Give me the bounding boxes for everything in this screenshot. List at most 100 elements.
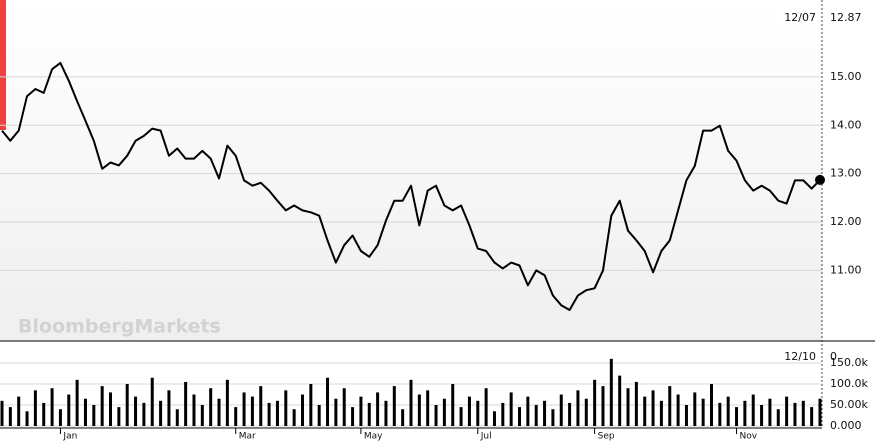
volume-bar bbox=[367, 402, 371, 426]
volume-bar bbox=[659, 400, 663, 426]
volume-date: 12/10 bbox=[784, 350, 816, 363]
volume-bar bbox=[209, 388, 213, 426]
volume-bar bbox=[768, 398, 772, 426]
volume-bar bbox=[17, 396, 21, 426]
volume-bar bbox=[67, 394, 71, 426]
volume-bar bbox=[175, 409, 179, 426]
volume-bar bbox=[651, 390, 655, 426]
volume-bar bbox=[751, 394, 755, 426]
x-tick-label: Jul bbox=[480, 432, 492, 442]
volume-bar bbox=[509, 392, 513, 426]
volume-bar bbox=[593, 379, 597, 426]
volume-bar bbox=[317, 405, 321, 426]
volume-bar bbox=[401, 409, 405, 426]
volume-bar bbox=[801, 400, 805, 426]
volume-bar bbox=[275, 400, 279, 426]
volume-bar bbox=[551, 409, 555, 426]
volume-last-label: 0 bbox=[830, 350, 837, 363]
volume-bar bbox=[676, 394, 680, 426]
last-price: 12.87 bbox=[830, 11, 862, 24]
price-panel bbox=[0, 0, 822, 341]
volume-bar bbox=[200, 405, 204, 426]
volume-bar bbox=[626, 388, 630, 426]
volume-bar bbox=[250, 396, 254, 426]
volume-bar bbox=[701, 398, 705, 426]
y-tick-label: 15.00 bbox=[830, 70, 862, 83]
volume-bar bbox=[668, 386, 672, 426]
y-tick-label: 0.000 bbox=[830, 419, 862, 432]
x-tick-label: Jan bbox=[62, 432, 77, 442]
volume-bar bbox=[376, 392, 380, 426]
volume-bar bbox=[534, 405, 538, 426]
volume-bar bbox=[109, 392, 113, 426]
volume-bar bbox=[543, 400, 547, 426]
volume-bar bbox=[392, 386, 396, 426]
volume-bar bbox=[217, 398, 221, 426]
date-box bbox=[778, 9, 820, 26]
x-tick-label: Mar bbox=[239, 432, 256, 442]
volume-bar bbox=[634, 381, 638, 426]
volume-bar bbox=[342, 388, 346, 426]
volume-bar bbox=[459, 407, 463, 426]
volume-bar bbox=[92, 405, 96, 426]
volume-bar bbox=[192, 394, 196, 426]
last-date: 12/07 bbox=[784, 11, 816, 24]
volume-bar bbox=[793, 402, 797, 426]
volume-bar bbox=[150, 377, 154, 426]
volume-bar bbox=[618, 375, 622, 426]
y-tick-label: 12.00 bbox=[830, 215, 862, 228]
volume-bar bbox=[609, 358, 613, 426]
volume-bar bbox=[300, 394, 304, 426]
volume-bar bbox=[309, 384, 313, 426]
volume-bar bbox=[501, 402, 505, 426]
volume-bar bbox=[726, 396, 730, 426]
volume-bar bbox=[601, 386, 605, 426]
volume-bar bbox=[100, 386, 104, 426]
marker-bar bbox=[0, 0, 6, 130]
volume-bar bbox=[259, 386, 263, 426]
volume-bar bbox=[384, 400, 388, 426]
volume-bar bbox=[292, 409, 296, 426]
volume-bar bbox=[810, 407, 814, 426]
volume-bar bbox=[25, 411, 29, 426]
y-tick-label: 150.0k bbox=[830, 356, 868, 369]
volume-bar bbox=[134, 396, 138, 426]
volume-bar bbox=[359, 396, 363, 426]
y-tick-label: 50.00k bbox=[830, 398, 868, 411]
volume-bar bbox=[242, 392, 246, 426]
volume-bar bbox=[267, 402, 271, 426]
volume-bar bbox=[426, 390, 430, 426]
volume-bar bbox=[693, 392, 697, 426]
volume-bar bbox=[326, 377, 330, 426]
volume-bar bbox=[492, 411, 496, 426]
volume-bar bbox=[760, 405, 764, 426]
volume-bar bbox=[568, 402, 572, 426]
volume-bar bbox=[225, 379, 229, 426]
volume-bar bbox=[125, 384, 129, 426]
x-tick-label: Sep bbox=[598, 432, 615, 442]
volume-bar bbox=[476, 400, 480, 426]
volume-bar bbox=[33, 390, 37, 426]
volume-bar bbox=[334, 398, 338, 426]
volume-bar bbox=[735, 407, 739, 426]
volume-bar bbox=[785, 396, 789, 426]
volume-bar bbox=[684, 405, 688, 426]
volume-bar bbox=[559, 394, 563, 426]
volume-bar bbox=[818, 398, 822, 426]
volume-bar bbox=[417, 394, 421, 426]
volume-bar bbox=[159, 400, 163, 426]
volume-bar bbox=[451, 384, 455, 426]
volume-bar bbox=[518, 407, 522, 426]
volume-bar bbox=[434, 405, 438, 426]
x-tick-label: Nov bbox=[740, 432, 758, 442]
last-point bbox=[815, 174, 825, 185]
volume-bar bbox=[142, 402, 146, 426]
volume-bar bbox=[184, 381, 188, 426]
volume-bar bbox=[234, 407, 238, 426]
volume-bar bbox=[709, 384, 713, 426]
volume-bar bbox=[167, 390, 171, 426]
volume-bar bbox=[484, 388, 488, 426]
volume-bar bbox=[776, 409, 780, 426]
volume-bar bbox=[743, 400, 747, 426]
